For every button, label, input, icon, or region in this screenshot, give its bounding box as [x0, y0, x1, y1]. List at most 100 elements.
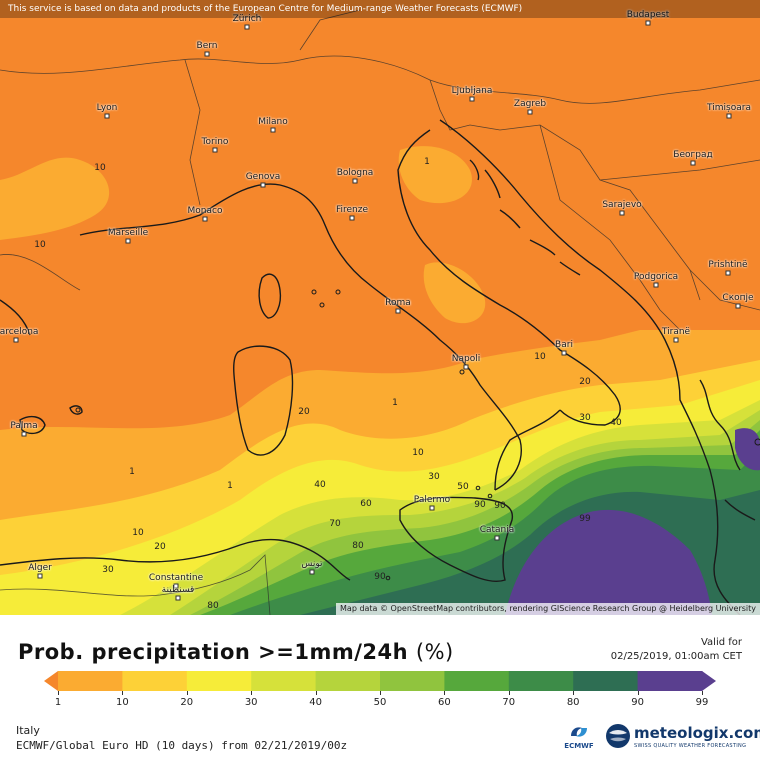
- ecmwf-logo[interactable]: ECMWF: [562, 724, 596, 750]
- map-data-attribution[interactable]: Map data © OpenStreetMap contributors, r…: [336, 603, 760, 615]
- colorbar-segment: [508, 671, 574, 691]
- city-marker: [561, 350, 567, 356]
- city-label: Palma: [10, 421, 38, 431]
- meteologix-tagline: SWISS QUALITY WEATHER FORECASTING: [634, 743, 747, 749]
- city-label: Marseille: [107, 228, 149, 238]
- city-label: Palermo: [413, 495, 451, 505]
- city-marker: [309, 569, 315, 575]
- city-marker: [175, 595, 181, 601]
- contour-label: 99: [579, 514, 591, 524]
- colorbar-segment: [251, 671, 317, 691]
- city-label: Catania: [479, 525, 515, 535]
- city-label: Lyon: [96, 103, 118, 113]
- city-marker: [244, 24, 250, 30]
- colorbar-tick-label: 1: [54, 697, 62, 708]
- city-marker: [125, 238, 131, 244]
- city-marker: [735, 303, 741, 309]
- city-label: Roma: [385, 298, 411, 308]
- legend-title-text: Prob. precipitation >=1mm/24h: [18, 640, 409, 664]
- colorbar-tick-mark: [573, 691, 575, 695]
- forecast-map[interactable]: Budapest Zürich Bern Ljubljana Zagreb Timișoa…: [0, 0, 760, 615]
- colorbar-segment: [637, 671, 703, 691]
- colorbar-tick-mark: [702, 691, 703, 695]
- colorbar-tick-mark: [58, 691, 59, 695]
- contour-label: 90: [374, 572, 386, 582]
- city-marker: [395, 308, 401, 314]
- city-marker: [469, 96, 475, 102]
- colorbar-tick-mark: [637, 691, 639, 695]
- colorbar-segment: [573, 671, 639, 691]
- city-label: Ljubljana: [451, 86, 493, 96]
- city-marker: [429, 505, 435, 511]
- city-label: Barcelona: [0, 327, 39, 337]
- legend-unit: (%): [415, 640, 454, 664]
- contour-label: 1: [424, 157, 430, 167]
- colorbar-segment: [186, 671, 252, 691]
- contour-label: 10: [94, 163, 106, 173]
- colorbar-tick-label: 10: [116, 697, 129, 708]
- contour-label: 1: [129, 467, 135, 477]
- city-marker: [673, 337, 679, 343]
- colorbar-tick-mark: [251, 691, 253, 695]
- city-marker: [260, 182, 266, 188]
- colorbar-tick-label: 50: [373, 697, 387, 708]
- contour-label: 50: [457, 482, 469, 492]
- colorbar-segment: [444, 671, 510, 691]
- colorbar-tick-mark: [122, 691, 124, 695]
- city-label: Bern: [196, 41, 218, 51]
- contour-label: 1: [227, 481, 233, 491]
- coastlines: [0, 119, 756, 615]
- prob-band-10-apennine: [423, 262, 486, 324]
- city-label: Monaco: [187, 206, 223, 216]
- contour-label: 80: [352, 541, 364, 551]
- city-marker: [13, 337, 19, 343]
- colorbar-tick-label: 20: [180, 697, 194, 708]
- colorbar-segment: [315, 671, 381, 691]
- city-marker: [645, 20, 651, 26]
- valid-time: 02/25/2019, 01:00am CET: [610, 651, 742, 662]
- contour-label: 80: [207, 601, 219, 611]
- colorbar-tick-mark: [444, 691, 446, 695]
- city-marker: [690, 160, 696, 166]
- city-label: Budapest: [626, 10, 670, 20]
- legend-title: Prob. precipitation >=1mm/24h (%): [18, 640, 454, 664]
- contour-label: 40: [610, 418, 622, 428]
- contour-label: 10: [412, 448, 424, 458]
- colorbar-tick-label: 99: [695, 697, 709, 708]
- colorbar-tick-label: 40: [309, 697, 322, 708]
- city-marker: [352, 178, 358, 184]
- ecmwf-attribution: This service is based on data and produc…: [0, 0, 760, 18]
- city-marker: [202, 216, 208, 222]
- city-label: Bologna: [336, 168, 374, 178]
- city-marker: [212, 147, 218, 153]
- city-label: تونس: [301, 559, 323, 569]
- colorbar-tick-mark: [380, 691, 381, 695]
- colorbar-tick-mark: [315, 691, 317, 695]
- colorbar: [44, 671, 716, 691]
- colorbar-tick-label: 70: [502, 697, 516, 708]
- small-islands: [75, 289, 760, 581]
- prob-band-10-adriatic: [398, 146, 472, 204]
- meteologix-logo[interactable]: meteologix.com SWISS QUALITY WEATHER FOR…: [604, 722, 760, 754]
- city-label: قسنطينة: [161, 585, 195, 595]
- contour-label: 30: [428, 472, 440, 482]
- city-label: Torino: [201, 137, 229, 147]
- contour-label: 60: [360, 499, 372, 509]
- city-label: Tiranë: [661, 327, 691, 337]
- city-label: Firenze: [335, 205, 369, 215]
- meteologix-globe-icon: [606, 724, 630, 748]
- city-label: Podgorica: [633, 272, 679, 282]
- city-marker: [619, 210, 625, 216]
- city-marker: [494, 535, 500, 541]
- colorbar-arrow-right: [702, 671, 716, 691]
- city-label: Milano: [258, 117, 288, 127]
- colorbar-tick-label: 80: [566, 697, 580, 708]
- city-marker: [37, 573, 43, 579]
- prob-band-99: [505, 509, 712, 615]
- city-label: Napoli: [451, 354, 481, 364]
- colorbar-tick-mark: [508, 691, 510, 695]
- contour-label: 10: [132, 528, 144, 538]
- contour-label: 30: [102, 565, 114, 575]
- city-marker: [527, 109, 533, 115]
- contour-label: 20: [298, 407, 310, 417]
